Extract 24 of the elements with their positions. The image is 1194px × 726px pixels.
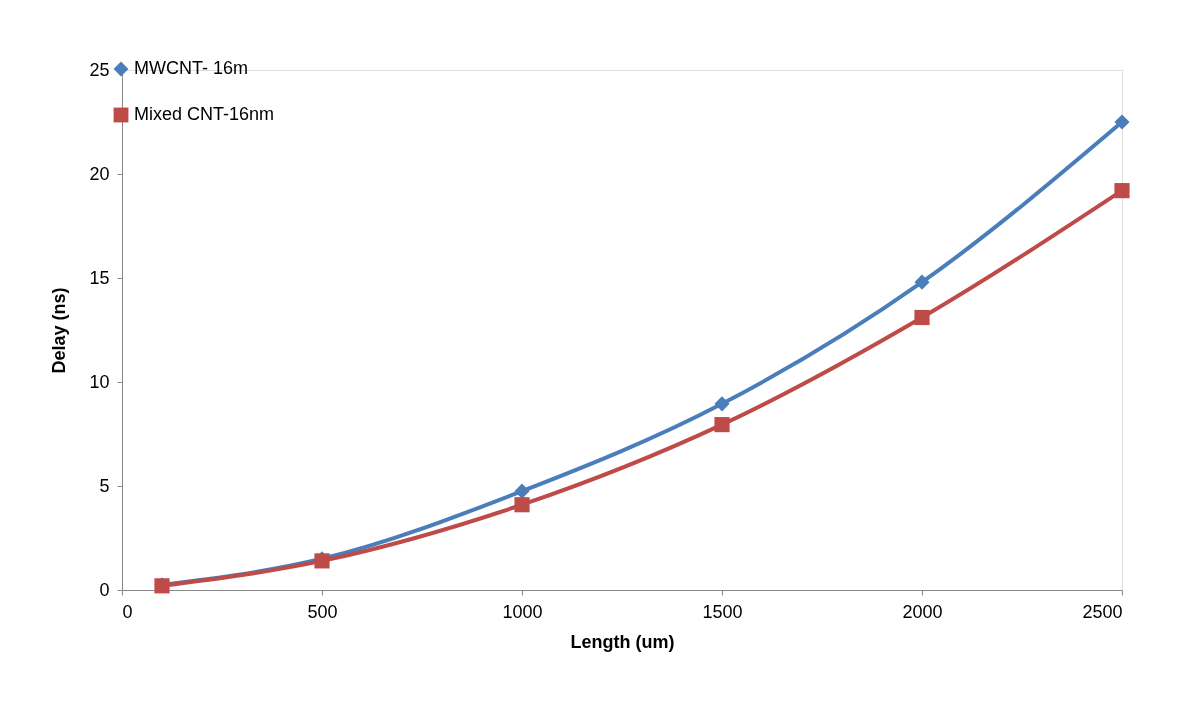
y-axis-title: Delay (ns): [49, 287, 70, 374]
point: [1114, 183, 1130, 199]
y-tick-label: 20: [89, 163, 110, 184]
point: [514, 497, 530, 513]
y-tick-label: 5: [99, 475, 110, 496]
y-tick-label: 25: [89, 59, 110, 80]
point: [914, 309, 930, 326]
x-tick-label: 500: [307, 601, 338, 622]
x-tick-label: 2000: [902, 601, 943, 622]
legend-label: Mixed CNT-16nm: [134, 104, 275, 124]
point: [714, 417, 730, 433]
y-tick-label: 0: [99, 579, 110, 600]
x-tick-label: 0: [122, 601, 133, 622]
y-tick-label: 10: [89, 371, 110, 392]
point: [914, 274, 930, 290]
legend-label: MWCNT- 16m: [134, 58, 248, 78]
x-tick-label: 1500: [702, 601, 743, 622]
point: [714, 396, 730, 412]
point: [514, 483, 530, 499]
x-tick-label: 2500: [1082, 601, 1123, 622]
x-tick-label: 1000: [502, 601, 543, 622]
point: [1114, 114, 1130, 130]
x-axis-title: Length (um): [570, 631, 675, 652]
y-tick-label: 15: [89, 267, 110, 288]
